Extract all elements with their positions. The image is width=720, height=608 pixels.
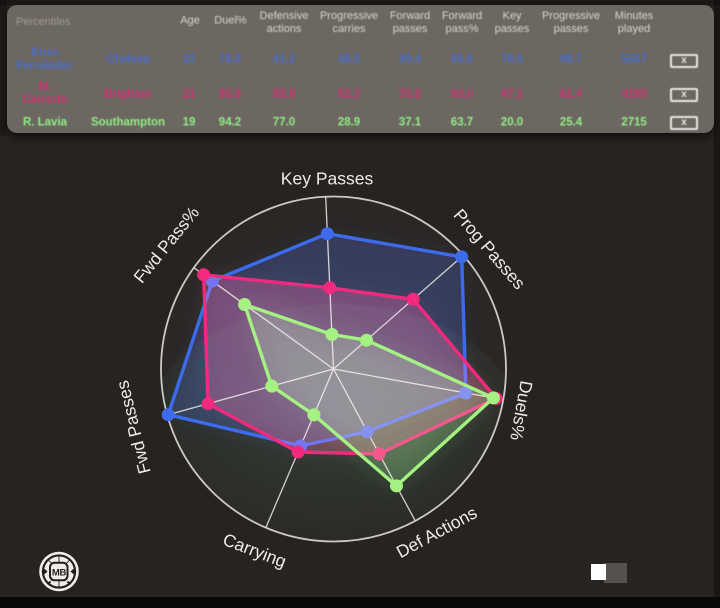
svg-text:Key Passes: Key Passes — [281, 169, 374, 189]
svg-text:MB: MB — [52, 568, 67, 579]
svg-text:Carrying: Carrying — [220, 529, 289, 571]
svg-text:Fwd Passes: Fwd Passes — [112, 378, 155, 476]
svg-text:Duels%: Duels% — [506, 379, 536, 442]
